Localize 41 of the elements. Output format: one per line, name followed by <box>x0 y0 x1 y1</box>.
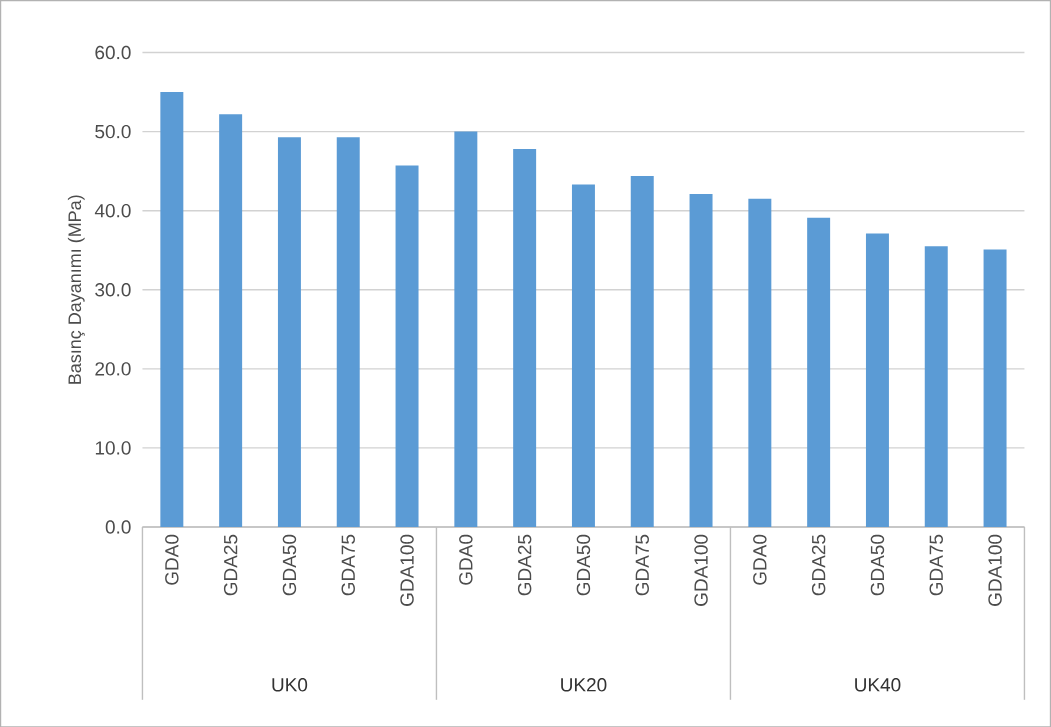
bar <box>924 246 948 527</box>
text: UK0 <box>272 677 308 692</box>
y-tick-label: 60.0 <box>95 45 131 60</box>
bar <box>865 233 889 527</box>
bar <box>689 193 713 527</box>
x-tick-label: GDA75 <box>341 534 355 596</box>
x-tick-label: GDA50 <box>576 534 591 596</box>
bar <box>807 217 831 527</box>
bar <box>336 136 360 527</box>
bar <box>571 184 595 527</box>
bar <box>454 131 478 527</box>
bar <box>277 136 301 527</box>
bar <box>219 114 243 527</box>
x-tick-label: GDA25 <box>223 534 238 596</box>
text: UK40 <box>855 677 901 692</box>
y-axis-title: Basınç Dayanımı (MPa) <box>67 195 85 384</box>
y-tick-label: 40.0 <box>94 203 131 218</box>
y-tick-label: 20.0 <box>95 361 131 376</box>
x-tick-label: GDA25 <box>517 534 532 596</box>
bar <box>983 249 1007 527</box>
bar <box>630 175 654 527</box>
x-tick-label: GDA0 <box>165 534 179 585</box>
bar <box>160 91 184 527</box>
bar <box>748 198 772 527</box>
y-tick-label: 50.0 <box>95 124 131 139</box>
bar <box>395 165 419 527</box>
x-tick-label: GDA75 <box>929 534 943 596</box>
text: UK20 <box>561 677 607 692</box>
x-tick-label: GDA100 <box>988 534 1002 606</box>
bar <box>513 148 537 527</box>
y-tick-label: 10.0 <box>95 441 131 455</box>
x-tick-label: GDA100 <box>400 534 414 606</box>
x-tick-label: GDA0 <box>459 534 473 585</box>
y-tick-label: 0.0 <box>105 520 131 534</box>
x-tick-label: GDA50 <box>870 534 885 596</box>
y-tick-label: 30.0 <box>95 282 131 297</box>
x-tick-label: GDA0 <box>753 534 767 585</box>
x-tick-label: GDA100 <box>694 534 708 606</box>
x-tick-label: GDA25 <box>811 534 826 596</box>
x-tick-label: GDA50 <box>282 534 297 596</box>
x-tick-label: GDA75 <box>635 534 649 596</box>
